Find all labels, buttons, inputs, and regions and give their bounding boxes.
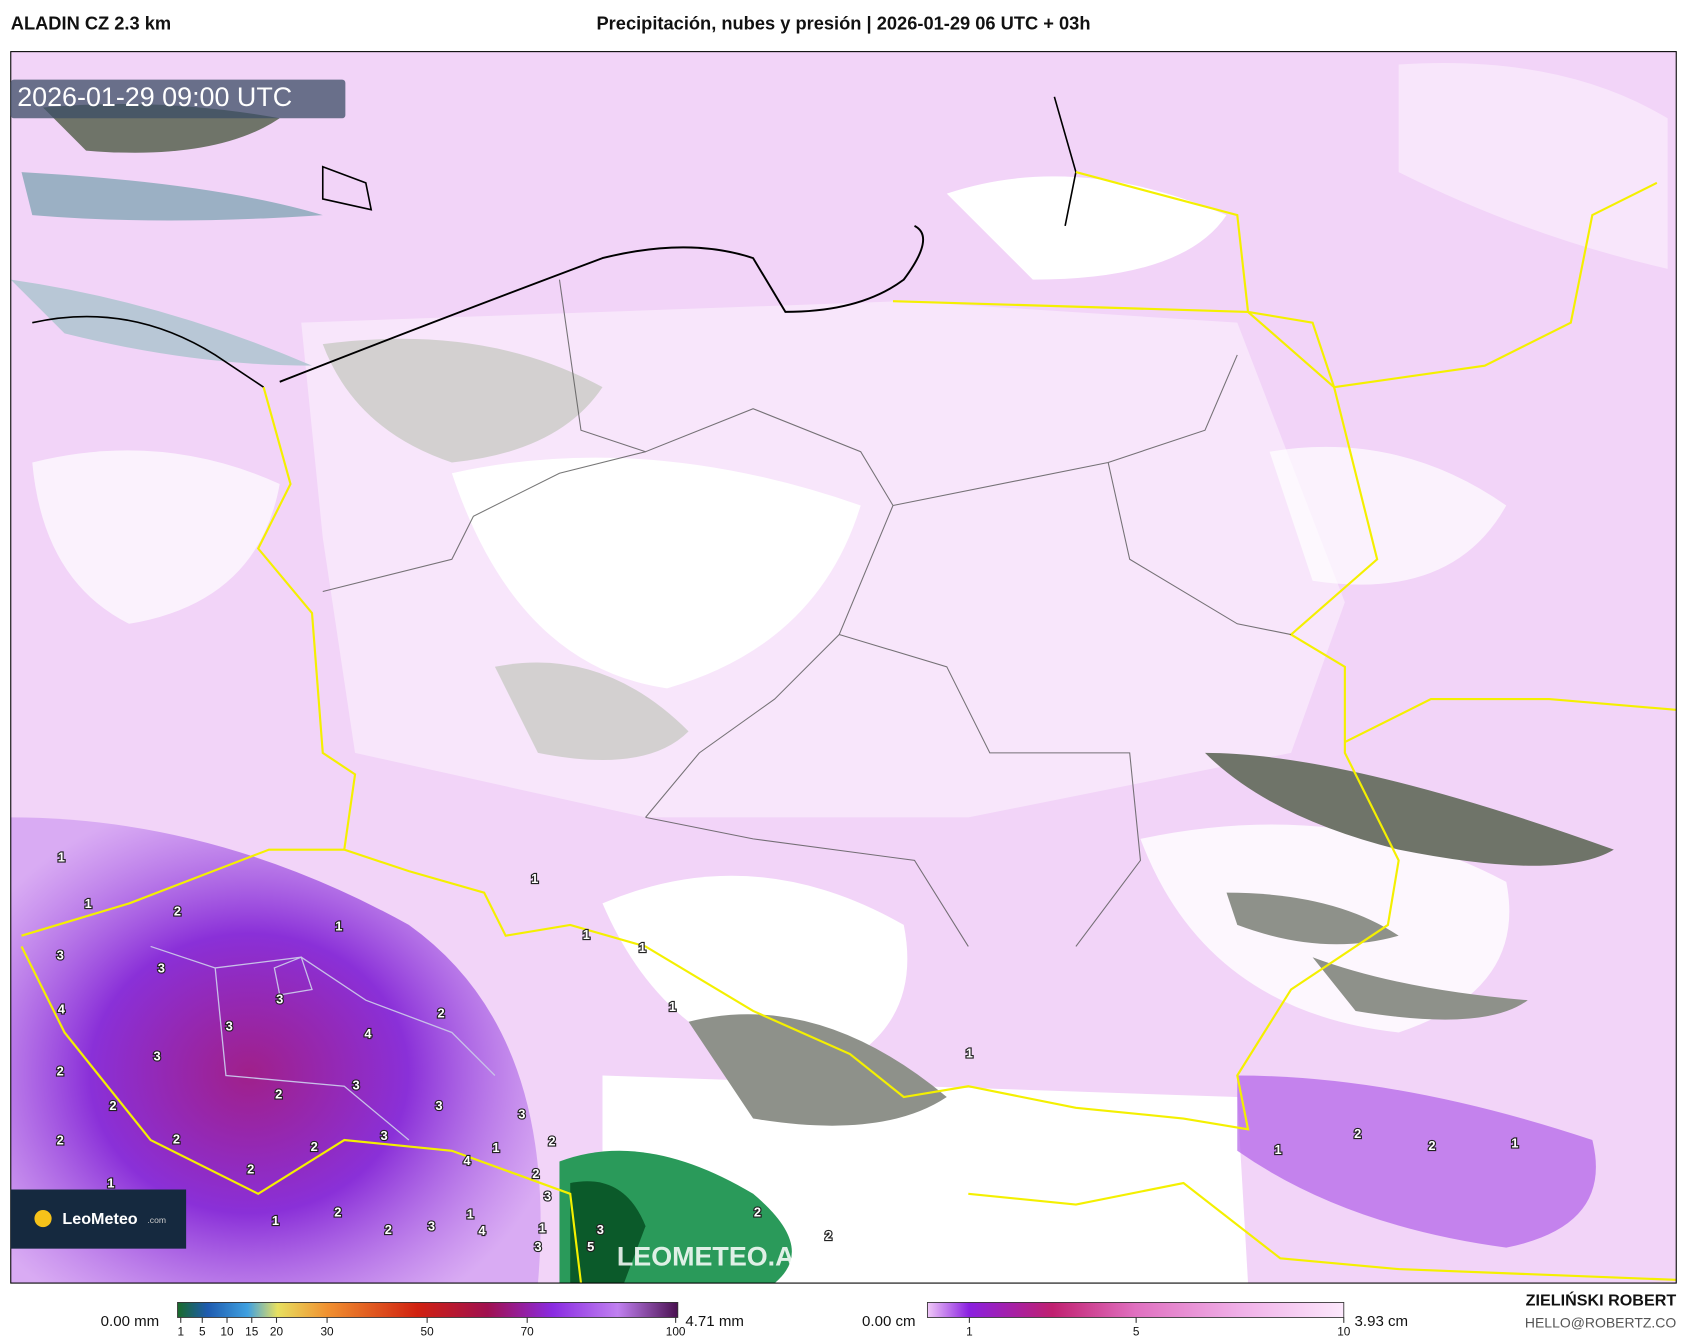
precip-label: 1 bbox=[531, 871, 538, 886]
precip-label: 3 bbox=[518, 1107, 525, 1122]
precip-label: 3 bbox=[158, 960, 165, 975]
email: HELLO@ROBERTZ.CO bbox=[1525, 1315, 1676, 1331]
precip-label: 3 bbox=[153, 1049, 160, 1064]
precip-tick-label: 70 bbox=[521, 1325, 535, 1339]
precip-label: 1 bbox=[107, 1176, 114, 1191]
precip-tick-label: 50 bbox=[421, 1325, 435, 1339]
timestamp: 2026-01-29 09:00 UTC bbox=[17, 82, 292, 112]
logo: LeoMeteo bbox=[62, 1210, 137, 1228]
precip-label: 1 bbox=[583, 927, 590, 942]
model-name: ALADIN CZ 2.3 km bbox=[11, 13, 171, 34]
precip-label: 3 bbox=[381, 1128, 388, 1143]
precip-min: 0.00 mm bbox=[101, 1313, 160, 1330]
precip-label: 3 bbox=[544, 1188, 551, 1203]
precip-label: 3 bbox=[276, 992, 283, 1007]
precip-label: 2 bbox=[1428, 1138, 1435, 1153]
precip-tick-label: 5 bbox=[199, 1325, 206, 1339]
snow-min: 0.00 cm bbox=[862, 1313, 916, 1330]
precip-colorbar bbox=[177, 1302, 679, 1318]
precip-label: 1 bbox=[85, 896, 92, 911]
precip-label: 1 bbox=[58, 850, 65, 865]
precip-label: 2 bbox=[57, 1133, 64, 1148]
snow-tick-label: 5 bbox=[1133, 1325, 1140, 1339]
snow-tick-label: 1 bbox=[966, 1325, 973, 1339]
precip-label: 2 bbox=[385, 1222, 392, 1237]
snow-tick-label: 10 bbox=[1337, 1325, 1351, 1339]
precip-label: 2 bbox=[57, 1064, 64, 1079]
precip-label: 3 bbox=[353, 1078, 360, 1093]
precip-label: 4 bbox=[364, 1026, 372, 1041]
precip-label: 1 bbox=[669, 999, 676, 1014]
precip-label: 1 bbox=[272, 1213, 279, 1228]
precip-label: 3 bbox=[597, 1222, 604, 1237]
precip-label: 1 bbox=[1275, 1142, 1282, 1157]
precip-label: 4 bbox=[463, 1153, 471, 1168]
precip-label: 1 bbox=[639, 940, 646, 955]
watermark: LEOMETEO.AR/MODEL/ALADIN-CZ bbox=[617, 1241, 1072, 1271]
timestamp-box bbox=[10, 79, 346, 119]
snow-max: 3.93 cm bbox=[1355, 1313, 1409, 1330]
precip-label: 5 bbox=[587, 1239, 594, 1254]
precip-tick-label: 10 bbox=[220, 1325, 234, 1339]
precip-label: 1 bbox=[966, 1045, 973, 1060]
snow-ticks: 1 5 10 bbox=[966, 1317, 1351, 1339]
logo-sun bbox=[34, 1209, 52, 1228]
precip-label: 3 bbox=[226, 1019, 233, 1034]
snow-colorbar bbox=[926, 1302, 1345, 1318]
author: ZIELIŃSKI ROBERT bbox=[1526, 1291, 1677, 1310]
precip-label: 1 bbox=[492, 1140, 499, 1155]
precip-label: 2 bbox=[334, 1205, 341, 1220]
precip-tick-label: 1 bbox=[177, 1325, 184, 1339]
precip-label: 2 bbox=[173, 1131, 180, 1146]
precip-tick-label: 20 bbox=[270, 1325, 284, 1339]
precip-label: 2 bbox=[109, 1098, 116, 1113]
precip-label: 2 bbox=[247, 1162, 254, 1177]
precip-label: 2 bbox=[311, 1139, 318, 1154]
precip-tick-label: 15 bbox=[245, 1325, 259, 1339]
precip-label: 2 bbox=[174, 903, 181, 918]
precip-label: 1 bbox=[467, 1207, 474, 1222]
precip-max: 4.71 mm bbox=[685, 1313, 744, 1330]
precip-tick-label: 100 bbox=[666, 1325, 686, 1339]
precip-label: 1 bbox=[539, 1221, 546, 1236]
precip-label: 2 bbox=[275, 1086, 282, 1101]
logo-domain: .com bbox=[147, 1215, 166, 1225]
precip-tick-label: 30 bbox=[320, 1325, 334, 1339]
precip-label: 2 bbox=[532, 1166, 539, 1181]
precip-label: 2 bbox=[548, 1134, 555, 1149]
precip-label: 1 bbox=[335, 918, 342, 933]
map-title: Precipitación, nubes y presión | 2026-01… bbox=[596, 13, 1090, 34]
precip-label: 1 bbox=[1511, 1136, 1518, 1151]
precip-label: 3 bbox=[435, 1098, 442, 1113]
precip-label: 2 bbox=[825, 1228, 832, 1243]
precip-label: 3 bbox=[428, 1219, 435, 1234]
precip-label: 3 bbox=[534, 1239, 541, 1254]
precip-label: 4 bbox=[478, 1223, 486, 1238]
precip-label: 3 bbox=[57, 948, 64, 963]
precip-ticks: 1 5 10 15 20 30 50 70 100 bbox=[177, 1317, 686, 1339]
precip-label: 2 bbox=[1354, 1126, 1361, 1141]
precip-label: 2 bbox=[754, 1205, 761, 1220]
precip-label: 2 bbox=[438, 1006, 445, 1021]
precip-label: 4 bbox=[58, 1001, 66, 1016]
